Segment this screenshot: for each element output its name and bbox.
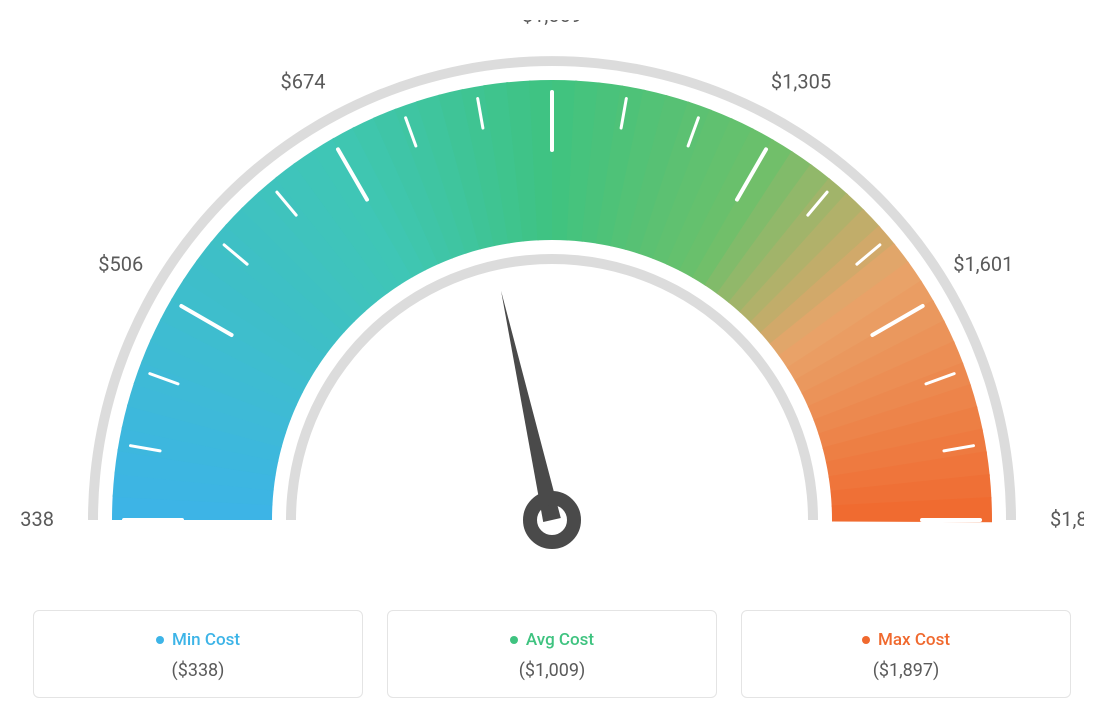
min-cost-value: ($338) bbox=[44, 660, 352, 681]
min-cost-dot-icon bbox=[156, 636, 164, 644]
svg-text:$1,305: $1,305 bbox=[771, 70, 831, 94]
min-cost-label: Min Cost bbox=[172, 630, 240, 650]
svg-text:$338: $338 bbox=[20, 507, 54, 531]
svg-text:$506: $506 bbox=[98, 252, 143, 276]
svg-text:$1,897: $1,897 bbox=[1050, 507, 1084, 531]
max-cost-value: ($1,897) bbox=[752, 660, 1060, 681]
svg-text:$674: $674 bbox=[281, 70, 326, 94]
avg-cost-card: Avg Cost ($1,009) bbox=[387, 610, 717, 698]
cost-gauge-container: $338 $506 $674 $1,009 $1,305 $1,601 $1,897 Min… bbox=[20, 20, 1084, 698]
avg-cost-dot-icon bbox=[510, 636, 518, 644]
avg-cost-value: ($1,009) bbox=[398, 660, 706, 681]
avg-cost-label-row: Avg Cost bbox=[510, 630, 594, 650]
max-cost-dot-icon bbox=[862, 636, 870, 644]
max-cost-label-row: Max Cost bbox=[862, 630, 950, 650]
svg-text:$1,601: $1,601 bbox=[953, 252, 1013, 276]
summary-cards: Min Cost ($338) Avg Cost ($1,009) Max Co… bbox=[20, 610, 1084, 698]
avg-cost-label: Avg Cost bbox=[526, 630, 594, 650]
svg-text:$1,009: $1,009 bbox=[522, 20, 582, 27]
max-cost-label: Max Cost bbox=[878, 630, 950, 650]
min-cost-card: Min Cost ($338) bbox=[33, 610, 363, 698]
gauge-svg: $338 $506 $674 $1,009 $1,305 $1,601 $1,897 bbox=[20, 20, 1084, 580]
max-cost-card: Max Cost ($1,897) bbox=[741, 610, 1071, 698]
gauge-chart: $338 $506 $674 $1,009 $1,305 $1,601 $1,897 bbox=[20, 20, 1084, 580]
min-cost-label-row: Min Cost bbox=[156, 630, 240, 650]
